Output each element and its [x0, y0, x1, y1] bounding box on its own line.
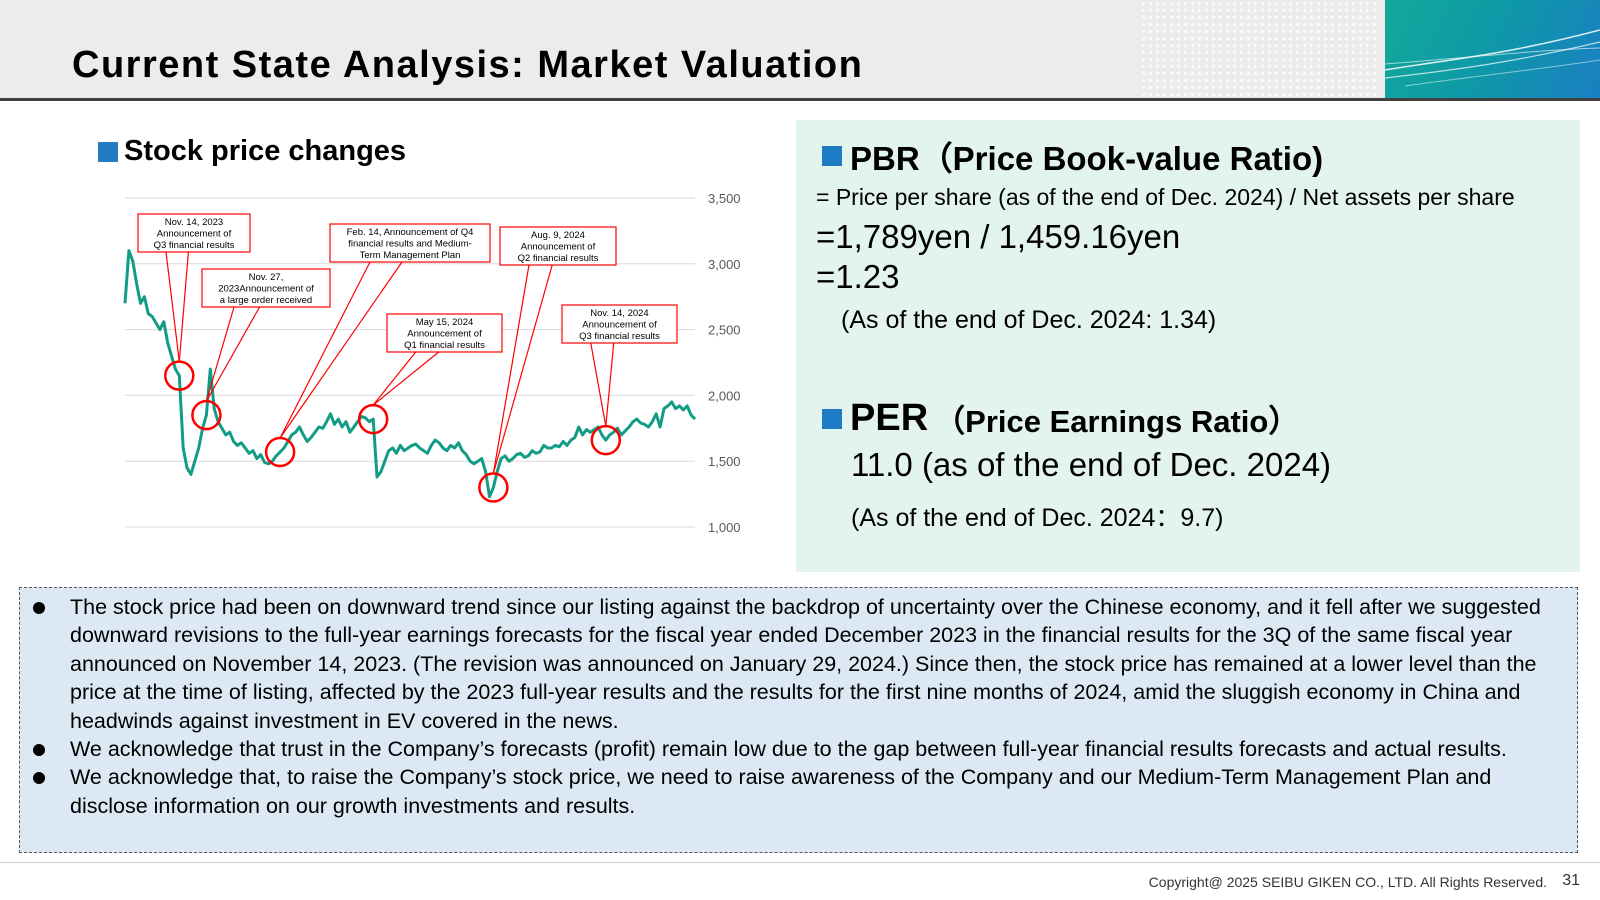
analysis-box: The stock price had been on downward tre…: [19, 587, 1578, 853]
per-heading-sub: （Price Earnings Ratio）: [934, 404, 1300, 439]
analysis-list: The stock price had been on downward tre…: [20, 593, 1565, 820]
annotation-leader: [205, 306, 261, 402]
annotation-box: [137, 213, 251, 253]
annotation-label: May 15, 2024: [416, 317, 474, 328]
annotation-leader: [492, 264, 530, 474]
annotation-label: Q2 financial results: [518, 253, 599, 264]
pbr-heading: PBR（Price Book-value Ratio): [822, 132, 1323, 180]
stock-price-chart: 1,000 1,500 2,000 2,500 3,000 3,500 Nov. 14, …: [123, 191, 741, 535]
annotation-leader: [165, 251, 180, 362]
y-tick-label: 3,000: [708, 257, 741, 272]
per-heading: PER （Price Earnings Ratio）: [822, 396, 1299, 441]
slide-title: Current State Analysis: Market Valuation: [72, 44, 864, 86]
pbr-result: =1.23: [816, 258, 900, 295]
square-bullet-icon: [98, 141, 118, 162]
annotation-leader: [372, 351, 440, 406]
per-heading-main: PER: [850, 397, 929, 439]
analysis-item: We acknowledge that trust in the Company…: [20, 735, 1565, 763]
highlight-circle: [191, 399, 222, 431]
pbr-note: (As of the end of Dec. 2024: 1.34): [841, 306, 1217, 334]
bullet-dot-icon: [33, 744, 45, 757]
header-decorative-band: [1385, 0, 1600, 98]
per-value: 11.0 (as of the end of Dec. 2024): [851, 446, 1332, 483]
analysis-text: We acknowledge that trust in the Company…: [70, 737, 1507, 762]
annotation-leader: [492, 264, 553, 474]
square-bullet-icon: [822, 408, 842, 429]
square-bullet-icon: [822, 146, 842, 166]
valuation-panel: PBR（Price Book-value Ratio) = Price per …: [796, 120, 1580, 572]
annotation-label: Nov. 27,: [249, 272, 284, 283]
annotation-leader: [279, 261, 371, 439]
annotation-box: [499, 226, 617, 266]
annotation-label: Term Management Plan: [360, 250, 461, 261]
annotation-label: Announcement of: [582, 320, 657, 331]
annotation-label: financial results and Medium-: [348, 239, 472, 250]
annotation-leader: [178, 251, 189, 362]
highlight-circle: [478, 472, 509, 503]
annotation-label: a large order received: [220, 295, 312, 306]
annotation-label: Nov. 14, 2023: [165, 217, 223, 228]
highlight-circle: [264, 436, 296, 468]
y-tick-label: 3,500: [708, 191, 741, 206]
annotation-box: [561, 304, 678, 344]
bullet-dot-icon: [33, 602, 45, 614]
footer-divider: [0, 862, 1600, 863]
header-bar: Current State Analysis: Market Valuation: [0, 0, 1600, 98]
annotation-box: [386, 313, 503, 353]
pbr-formula: = Price per share (as of the end of Dec.…: [816, 184, 1515, 210]
annotation-leader: [372, 351, 417, 406]
annotation-label: Announcement of: [157, 229, 232, 240]
annotation-box: [201, 268, 331, 308]
highlight-circle: [357, 403, 389, 435]
annotation-label: Announcement of: [521, 242, 596, 253]
annotation-label: Announcement of: [407, 329, 482, 340]
analysis-text: We acknowledge that, to raise the Compan…: [70, 765, 1492, 818]
page-number: 31: [1562, 872, 1580, 889]
annotation-label: Nov. 14, 2024: [590, 308, 648, 319]
copyright-text: Copyright@ 2025 SEIBU GIKEN CO., LTD. Al…: [1148, 874, 1547, 890]
header-dot-pattern: [1140, 0, 1380, 98]
analysis-item: The stock price had been on downward tre…: [20, 593, 1565, 735]
annotation-label: Aug. 9, 2024: [531, 230, 585, 241]
annotation-leader: [590, 342, 607, 427]
annotation-leader: [205, 306, 235, 402]
annotation-label: Q3 financial results: [154, 240, 235, 251]
annotation-label: Feb. 14, Announcement of Q4: [347, 227, 474, 238]
per-note: (As of the end of Dec. 2024：9.7): [851, 504, 1224, 532]
analysis-text: The stock price had been on downward tre…: [70, 595, 1541, 733]
annotation-label: Q1 financial results: [404, 340, 485, 351]
annotation-leader: [605, 342, 615, 427]
bullet-dot-icon: [33, 772, 45, 785]
chart-heading: Stock price changes: [98, 135, 406, 168]
highlight-circle: [164, 360, 195, 391]
stock-price-line: [123, 249, 697, 499]
analysis-item: We acknowledge that, to raise the Compan…: [20, 763, 1565, 820]
annotation-box: [329, 223, 491, 263]
annotation-label: 2023Announcement of: [218, 284, 314, 295]
pbr-heading-text: PBR（Price Book-value Ratio): [850, 140, 1324, 177]
y-tick-label: 1,500: [708, 454, 741, 469]
annotation-leader: [279, 261, 403, 439]
y-tick-label: 1,000: [708, 520, 741, 535]
annotation-label: Q3 financial results: [579, 331, 660, 342]
chart-heading-text: Stock price changes: [124, 135, 407, 167]
pbr-calculation: =1,789yen / 1,459.16yen: [816, 218, 1181, 255]
header-divider: [0, 98, 1600, 101]
y-tick-label: 2,500: [708, 323, 741, 338]
highlight-circle: [590, 424, 622, 456]
y-tick-label: 2,000: [708, 388, 741, 403]
